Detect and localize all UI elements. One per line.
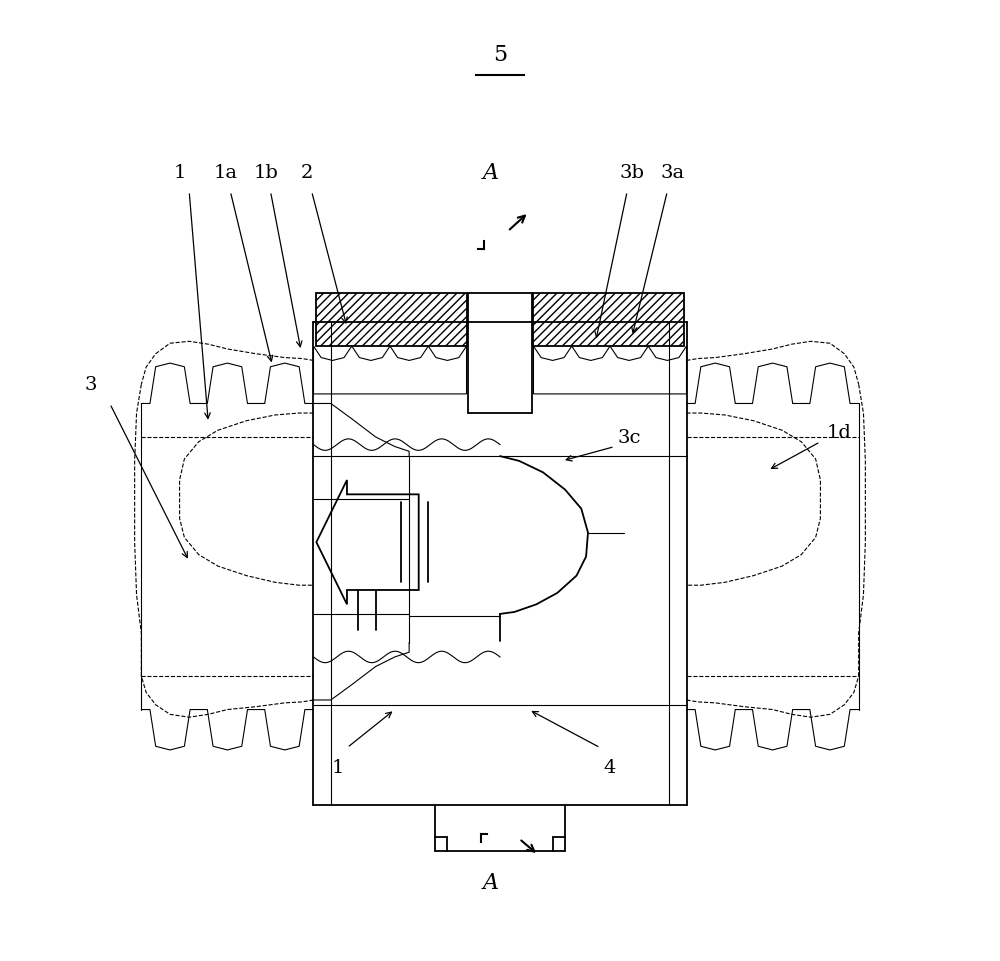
Text: 1: 1 [331, 758, 344, 776]
Text: 4: 4 [604, 758, 616, 776]
Bar [533, 294, 684, 347]
Text: 1: 1 [173, 164, 186, 182]
Text: 3a: 3a [660, 164, 684, 182]
Text: 1d: 1d [827, 424, 852, 442]
Bar [316, 294, 467, 347]
Text: 3b: 3b [619, 164, 644, 182]
Text: 5: 5 [493, 44, 507, 66]
Text: 3c: 3c [617, 429, 641, 447]
Text: 1a: 1a [214, 164, 238, 182]
Text: 2: 2 [301, 164, 313, 182]
Text: A: A [482, 871, 498, 893]
Bar [468, 294, 532, 413]
Text: 3: 3 [84, 376, 97, 394]
Text: 1b: 1b [253, 164, 278, 182]
Text: A: A [482, 161, 498, 184]
